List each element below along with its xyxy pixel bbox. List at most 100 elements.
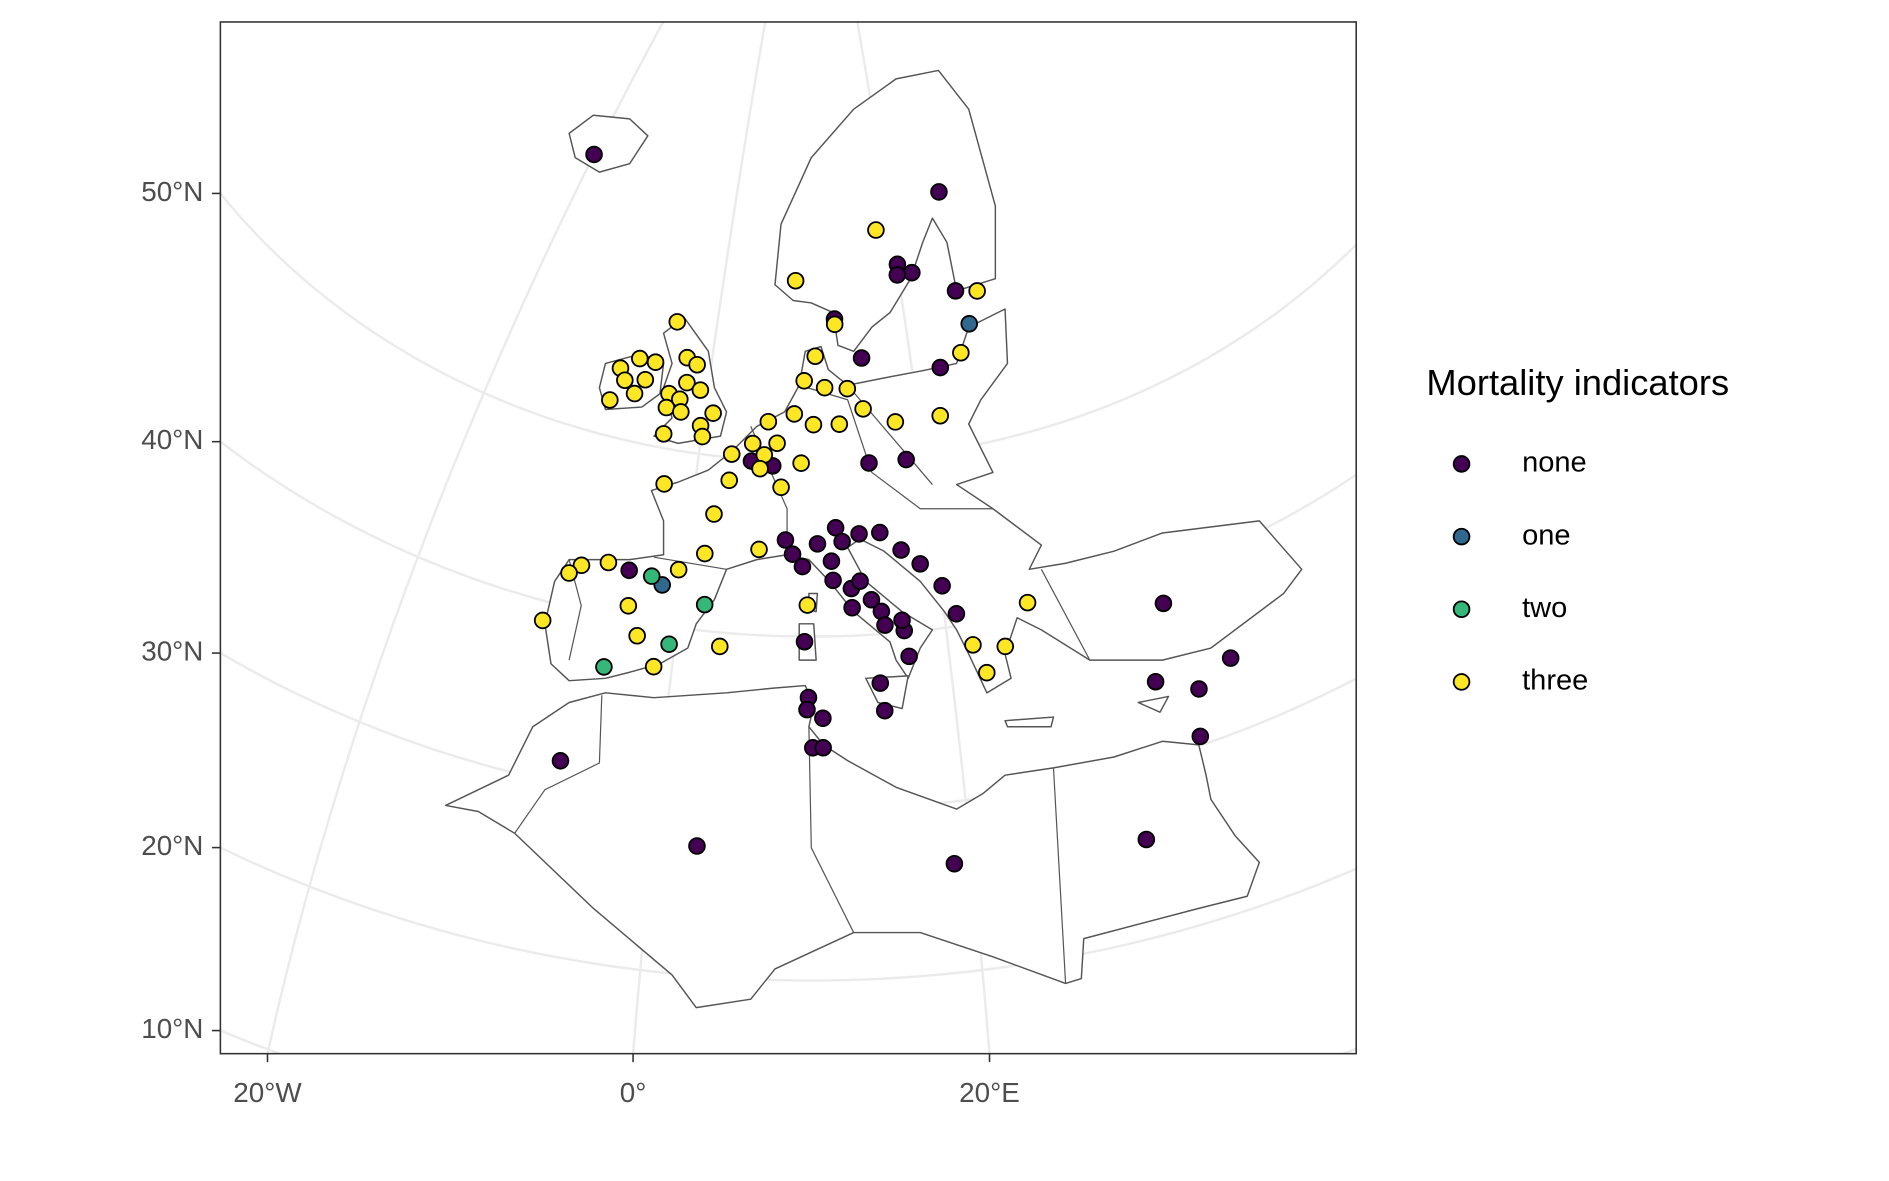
- point: [768, 434, 786, 453]
- point: [711, 637, 729, 656]
- point: [688, 355, 706, 374]
- point: [704, 404, 722, 422]
- legend-marker: [1452, 527, 1471, 546]
- point: [822, 552, 841, 570]
- point: [654, 425, 673, 443]
- x-tick-label: 20°W: [233, 1077, 302, 1108]
- point: [631, 349, 649, 368]
- point: [886, 413, 905, 431]
- point: [533, 611, 552, 630]
- point: [860, 454, 878, 472]
- point: [668, 313, 687, 331]
- legend-label: none: [1522, 447, 1587, 479]
- axes: 10°N 20°N 30°N 40°N 50°N 20°W 0° 20°E: [141, 176, 1020, 1108]
- point: [786, 271, 805, 290]
- point: [572, 556, 591, 575]
- point: [620, 561, 638, 580]
- point: [688, 837, 706, 855]
- border: [568, 384, 1091, 661]
- point: [897, 450, 915, 469]
- point: [892, 541, 910, 559]
- point: [646, 353, 665, 371]
- point: [968, 282, 986, 300]
- point: [792, 454, 810, 472]
- legend-marker: [1452, 455, 1471, 473]
- point: [783, 545, 802, 563]
- point: [852, 349, 871, 367]
- point: [830, 415, 849, 433]
- point: [1146, 672, 1165, 691]
- point: [1154, 594, 1173, 613]
- point: [625, 384, 644, 403]
- point: [850, 525, 868, 543]
- point: [804, 415, 823, 434]
- point: [978, 663, 996, 682]
- x-tick-label: 20°E: [959, 1077, 1020, 1108]
- point: [722, 445, 741, 463]
- point: [655, 475, 673, 493]
- point: [795, 372, 813, 390]
- point: [931, 358, 950, 377]
- point: [876, 616, 894, 634]
- point: [1137, 830, 1156, 849]
- point: [933, 577, 951, 595]
- point: [806, 347, 825, 366]
- point: [960, 315, 978, 333]
- point: [952, 343, 970, 362]
- panel-border: [219, 21, 1357, 1055]
- point: [669, 560, 688, 579]
- point: [838, 379, 857, 398]
- point: [945, 854, 964, 873]
- points: [533, 145, 1240, 873]
- point: [660, 635, 678, 654]
- point: [750, 540, 768, 559]
- point: [785, 405, 804, 423]
- point: [851, 572, 869, 590]
- point: [601, 391, 619, 409]
- point: [1221, 649, 1240, 667]
- point: [1018, 593, 1037, 612]
- point: [1190, 680, 1208, 698]
- point: [862, 590, 881, 609]
- point: [825, 315, 844, 334]
- point: [826, 519, 845, 537]
- legend-label: three: [1522, 665, 1588, 697]
- point: [867, 221, 885, 239]
- point: [678, 373, 696, 392]
- point: [551, 752, 570, 770]
- point: [798, 596, 817, 614]
- point: [814, 709, 832, 728]
- point: [871, 674, 890, 692]
- y-tick-label: 20°N: [141, 830, 203, 861]
- point: [931, 406, 949, 425]
- point: [720, 471, 738, 490]
- point: [751, 459, 769, 478]
- grid-line: [266, 21, 665, 1054]
- point: [875, 701, 894, 720]
- point: [930, 183, 948, 201]
- legend-marker: [1452, 673, 1471, 691]
- point: [795, 632, 814, 651]
- point: [595, 658, 613, 676]
- border: [514, 695, 1067, 984]
- point: [793, 557, 812, 576]
- y-tick-label: 40°N: [141, 424, 203, 455]
- legend: none one two three: [1452, 447, 1588, 697]
- point: [946, 282, 965, 300]
- point: [871, 523, 889, 542]
- point: [833, 532, 851, 551]
- point: [843, 598, 861, 617]
- x-tick-label: 0°: [620, 1077, 647, 1108]
- point: [814, 738, 832, 757]
- y-tick-label: 50°N: [141, 176, 203, 207]
- point: [696, 544, 714, 563]
- point: [776, 531, 795, 549]
- point: [1191, 727, 1210, 746]
- point: [642, 567, 661, 585]
- point: [691, 381, 710, 399]
- point: [798, 700, 816, 719]
- point: [672, 403, 690, 421]
- point: [824, 571, 842, 590]
- grid-line: [856, 21, 991, 1054]
